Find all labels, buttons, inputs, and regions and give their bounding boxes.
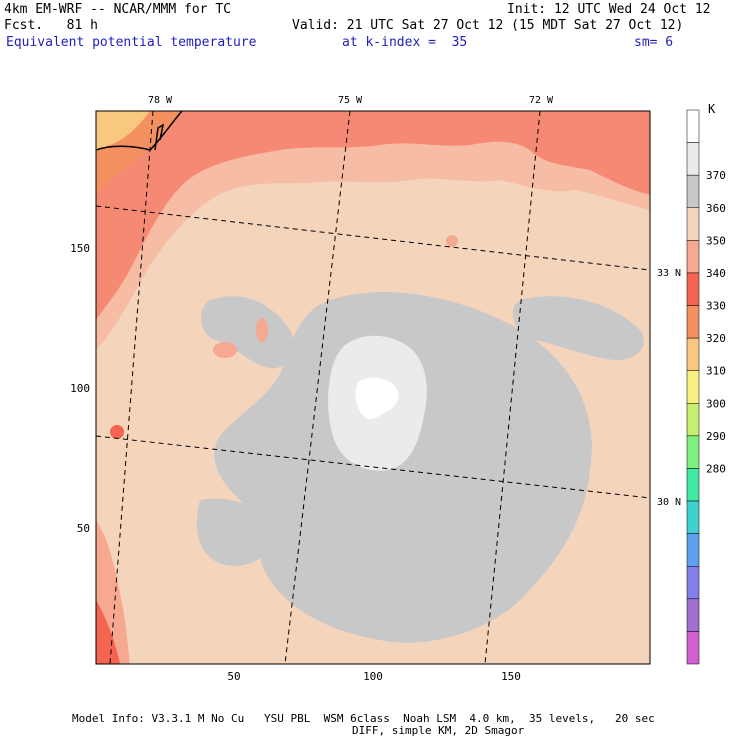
colorbar-level-label: 320 — [706, 332, 726, 345]
meridian-75w — [284, 111, 351, 664]
colorbar-swatch — [686, 272, 700, 306]
colorbar-level-label: 330 — [706, 300, 726, 313]
smoothing-label: sm= 6 — [634, 35, 674, 50]
colorbar-level-label: 280 — [706, 462, 726, 475]
model-title: 4km EM-WRF -- NCAR/MMM for TC — [4, 2, 231, 17]
level-label: at k-index = 35 — [342, 35, 468, 50]
parallel-33n — [96, 205, 650, 271]
field-350-north-band — [96, 111, 650, 350]
field-warm-spot — [213, 342, 237, 358]
y-tick-label: 50 — [77, 522, 90, 535]
colorbar-level-label: 370 — [706, 169, 726, 182]
y-tick-label: 150 — [70, 242, 90, 255]
x-tick-label: 150 — [501, 670, 521, 683]
field-360-south-patch — [196, 498, 271, 566]
field-warm-spot — [256, 318, 268, 342]
colorbar-swatch — [686, 370, 700, 404]
field-360-east-band — [512, 296, 644, 360]
field-warm-spot — [446, 235, 458, 247]
field-name: Equivalent potential temperature — [6, 35, 257, 50]
colorbar-swatch — [686, 598, 700, 632]
colorbar-swatch — [686, 565, 700, 600]
footer-model-info: Model Info: V3.3.1 M No Cu YSU PBL WSM 6… — [72, 712, 655, 725]
x-tick-label: 50 — [227, 670, 240, 683]
y-tick-label: 100 — [70, 382, 90, 395]
colorbar-swatch — [686, 500, 700, 534]
colorbar-swatch — [686, 468, 700, 502]
colorbar-level-label: 360 — [706, 202, 726, 215]
meridian-72w — [484, 111, 541, 664]
lon-label: 75 W — [338, 95, 363, 106]
meridian-78w — [109, 111, 154, 664]
lon-label: 78 W — [148, 95, 173, 106]
colorbar-unit: K — [708, 102, 716, 116]
lat-label: 30 N — [657, 497, 681, 508]
valid-time: Valid: 21 UTC Sat 27 Oct 12 (15 MDT Sat … — [292, 18, 684, 33]
map-plot-area — [96, 111, 650, 664]
graticule — [96, 111, 650, 664]
colorbar-swatch — [686, 174, 700, 209]
coastline — [96, 111, 183, 151]
footer-model-info-2: DIFF, simple KM, 2D Smagor — [352, 724, 525, 737]
plot-frame — [95, 110, 651, 665]
colorbar-swatch — [686, 109, 700, 143]
colorbar-swatch — [686, 207, 700, 241]
colorbar-swatch — [686, 403, 700, 437]
x-tick-label: 100 — [363, 670, 383, 683]
init-time: Init: 12 UTC Wed 24 Oct 12 — [507, 2, 711, 17]
colorbar-swatch — [686, 533, 700, 567]
colorbar-swatch — [686, 305, 700, 339]
field-360-west-band — [200, 296, 294, 369]
colorbar-level-label: 340 — [706, 267, 726, 280]
field-360-region — [214, 291, 592, 643]
field-330-sw-strip — [96, 600, 120, 664]
parallel-30n — [96, 435, 650, 499]
colorbar-level-label: 350 — [706, 234, 726, 247]
lat-label: 33 N — [657, 268, 681, 279]
colorbar-swatch — [686, 337, 700, 371]
colorbar-swatch — [686, 240, 700, 274]
colorbar-level-label: 300 — [706, 397, 726, 410]
colorbar-level-label: 310 — [706, 365, 726, 378]
colorbar-swatch — [686, 631, 700, 665]
field-320-nw-corner — [96, 111, 150, 152]
colorbar-level-label: 290 — [706, 430, 726, 443]
field-warm-spot — [110, 425, 124, 439]
colorbar-swatch — [686, 435, 700, 469]
lon-label: 72 W — [529, 95, 554, 106]
forecast-hour: Fcst. 81 h — [4, 18, 98, 33]
field-core-region — [355, 377, 399, 420]
colorbar: 370 360 350 340 330 320 310 300 290 280 — [686, 109, 726, 665]
colorbar-swatch — [686, 142, 700, 176]
